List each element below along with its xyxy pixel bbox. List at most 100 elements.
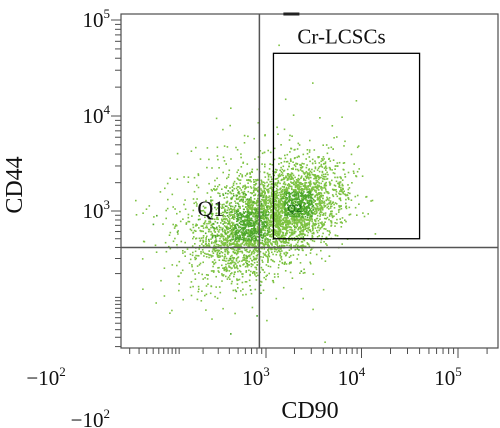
scatter-point — [342, 192, 345, 195]
scatter-point — [312, 199, 315, 201]
scatter-point — [338, 205, 340, 207]
scatter-point — [196, 203, 198, 205]
scatter-point — [308, 149, 311, 151]
scatter-point — [314, 167, 317, 170]
scatter-point — [264, 225, 266, 227]
scatter-point — [226, 185, 228, 187]
scatter-point — [265, 196, 267, 198]
scatter-point — [271, 244, 273, 246]
scatter-point — [297, 207, 300, 210]
scatter-point — [255, 257, 257, 260]
scatter-point — [190, 150, 193, 152]
scatter-point — [272, 253, 274, 256]
scatter-point — [299, 272, 301, 274]
scatter-point — [263, 200, 265, 203]
scatter-point — [302, 170, 304, 173]
scatter-point — [262, 210, 265, 212]
scatter-point — [207, 217, 210, 220]
scatter-point — [312, 204, 315, 207]
scatter-point — [295, 179, 298, 181]
scatter-point — [307, 205, 309, 207]
scatter-point — [215, 286, 217, 288]
scatter-point — [213, 244, 216, 247]
scatter-point — [329, 201, 332, 204]
scatter-point — [273, 174, 275, 177]
scatter-point — [320, 196, 323, 198]
scatter-point — [212, 255, 214, 257]
scatter-point — [290, 262, 292, 264]
scatter-point — [257, 239, 260, 242]
scatter-point — [163, 295, 166, 297]
scatter-point — [230, 262, 232, 265]
scatter-point — [303, 224, 306, 226]
scatter-point — [354, 195, 357, 198]
scatter-point — [342, 184, 344, 187]
scatter-point — [222, 239, 225, 241]
scatter-point — [282, 240, 284, 243]
scatter-point — [298, 185, 301, 187]
scatter-point — [235, 257, 238, 260]
scatter-point — [309, 181, 312, 183]
scatter-point — [208, 238, 210, 241]
scatter-point — [356, 214, 358, 216]
scatter-point — [237, 248, 240, 251]
scatter-point — [233, 187, 235, 190]
scatter-point — [307, 219, 309, 221]
scatter-point — [254, 236, 257, 238]
scatter-point — [230, 192, 233, 195]
scatter-point — [326, 198, 328, 201]
scatter-point — [282, 241, 285, 244]
scatter-point — [236, 149, 239, 151]
scatter-point — [233, 251, 236, 254]
scatter-point — [288, 219, 291, 222]
scatter-point — [228, 266, 230, 268]
scatter-point — [276, 244, 278, 246]
scatter-point — [256, 231, 258, 233]
scatter-point — [219, 252, 221, 255]
scatter-point — [204, 214, 207, 217]
scatter-point — [247, 223, 249, 225]
scatter-point — [238, 240, 240, 243]
scatter-point — [323, 206, 326, 208]
scatter-point — [322, 202, 325, 204]
scatter-point — [266, 244, 269, 246]
scatter-point — [252, 220, 255, 222]
scatter-point — [233, 261, 235, 264]
scatter-point — [195, 254, 197, 257]
scatter-point — [195, 146, 197, 149]
scatter-point — [278, 221, 280, 223]
scatter-point — [257, 243, 259, 246]
scatter-point — [253, 242, 256, 245]
scatter-point — [278, 191, 281, 194]
scatter-point — [327, 192, 330, 195]
scatter-point — [264, 176, 267, 178]
scatter-point — [230, 233, 232, 236]
scatter-point — [266, 233, 268, 236]
scatter-point — [321, 257, 323, 260]
scatter-point — [250, 237, 253, 239]
scatter-point — [294, 226, 296, 228]
scatter-point — [226, 228, 229, 230]
scatter-point — [234, 231, 237, 233]
scatter-point — [277, 220, 280, 222]
scatter-point — [271, 178, 273, 180]
scatter-point — [240, 199, 242, 202]
scatter-point — [283, 128, 286, 131]
scatter-point — [293, 230, 295, 232]
scatter-point — [246, 248, 248, 251]
scatter-point — [219, 195, 221, 197]
scatter-point — [281, 236, 284, 238]
scatter-point — [329, 200, 332, 202]
scatter-point — [248, 229, 250, 231]
scatter-point — [240, 216, 243, 219]
scatter-point — [309, 262, 312, 265]
scatter-point — [225, 218, 228, 220]
scatter-point — [301, 241, 304, 243]
scatter-point — [248, 198, 250, 201]
scatter-point — [336, 136, 338, 138]
scatter-point — [281, 250, 283, 252]
scatter-point — [285, 232, 287, 235]
scatter-point — [250, 212, 252, 215]
scatter-point — [254, 187, 257, 190]
scatter-point — [365, 196, 367, 198]
